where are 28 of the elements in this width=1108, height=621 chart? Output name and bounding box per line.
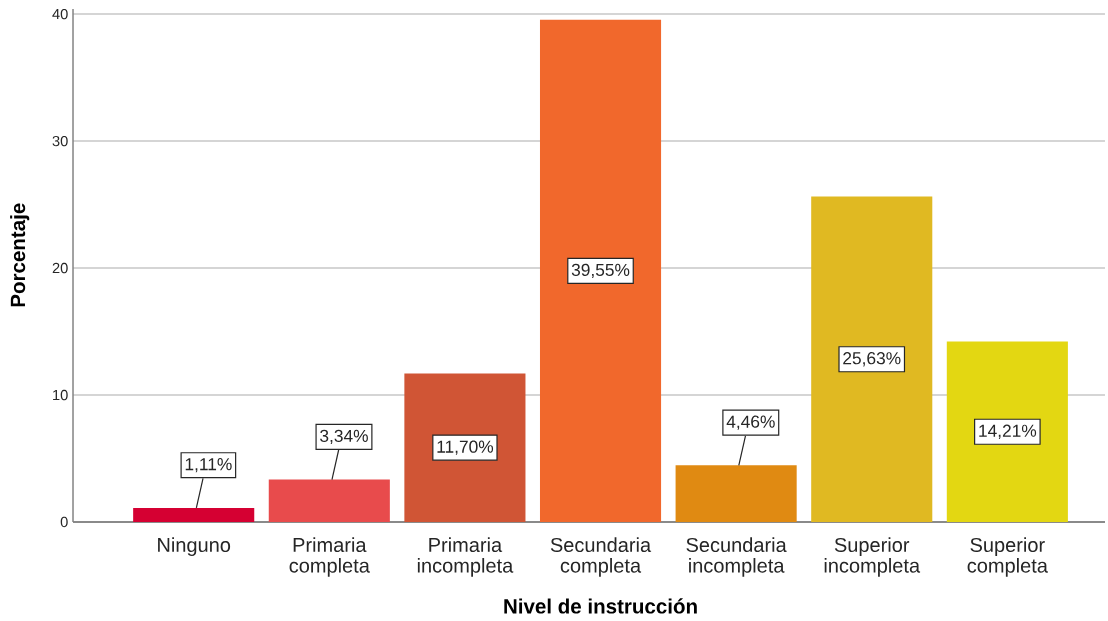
x-tick-label: Superior completa [967, 537, 1048, 577]
bar [539, 19, 662, 522]
data-label: 3,34% [320, 429, 368, 445]
data-label: 4,46% [726, 415, 775, 430]
x-axis-title: Nivel de instrucción [504, 598, 697, 614]
x-tick-label: Secundaria completa [550, 537, 652, 577]
y-tick-label: 40 [52, 8, 68, 20]
data-label: 25,63% [843, 352, 901, 367]
x-tick-label: Ninguno [158, 537, 231, 556]
data-label: 11,70% [437, 440, 494, 455]
bar [268, 479, 390, 522]
bar [811, 196, 933, 522]
y-tick-label: 20 [52, 262, 68, 274]
x-tick-label: Superior incompleta [824, 537, 921, 577]
bar [133, 507, 255, 522]
data-label: 1,11% [185, 458, 232, 473]
data-label: 14,21% [979, 424, 1037, 439]
y-tick-label: 30 [52, 135, 68, 147]
y-tick-label: 10 [53, 389, 68, 401]
bar [675, 465, 797, 522]
y-axis-title: Porcentaje [10, 203, 30, 307]
x-tick-label: Secundaria incompleta [686, 537, 787, 577]
y-tick-label: 0 [60, 516, 68, 528]
bar [404, 373, 526, 522]
bar [946, 341, 1068, 522]
x-tick-label: Primaria completa [289, 537, 370, 577]
data-label: 39,55% [571, 263, 630, 279]
x-tick-label: Primaria incompleta [417, 537, 514, 577]
